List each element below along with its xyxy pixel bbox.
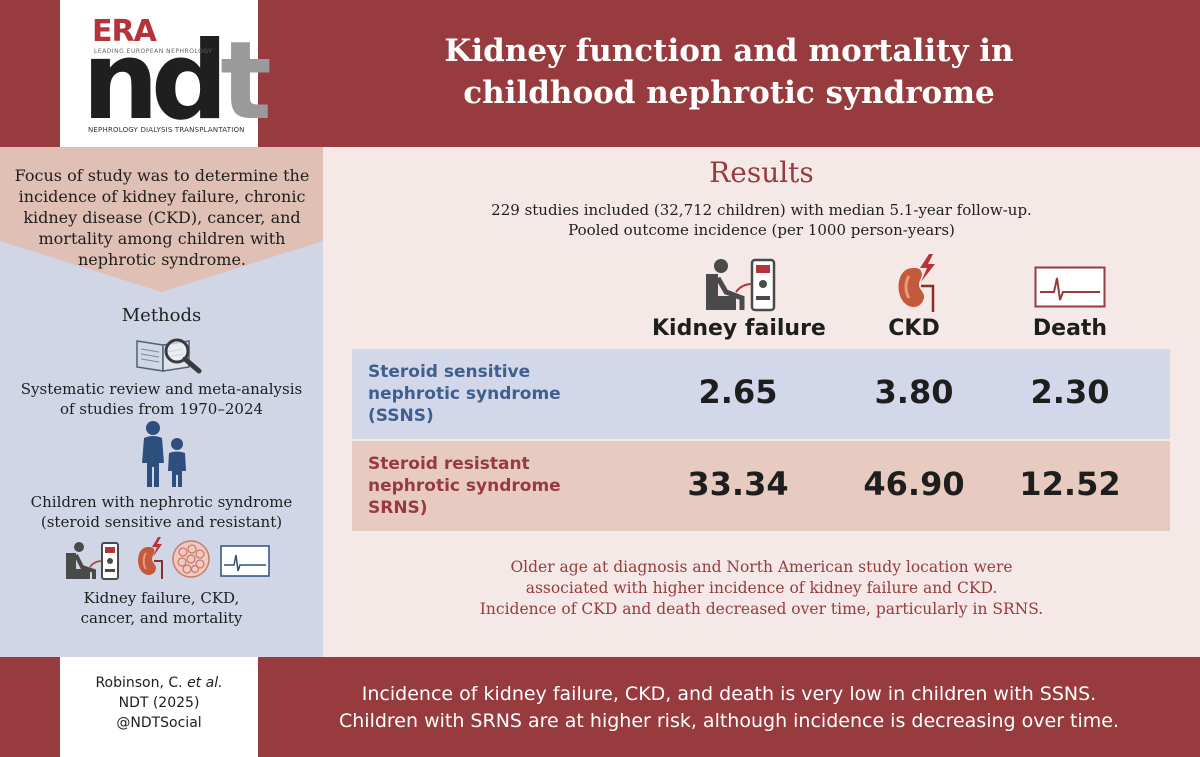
- methods-line: of studies from 1970–2024: [59, 400, 264, 418]
- results-row-srns: Steroid resistant nephrotic syndrome SRN…: [352, 441, 1170, 531]
- row-label-line: nephrotic syndrome: [368, 384, 561, 404]
- focus-line: mortality among children with: [38, 229, 286, 248]
- results-sub-line: Pooled outcome incidence (per 1000 perso…: [568, 221, 955, 239]
- methods-item-review: Systematic review and meta-analysis of s…: [0, 379, 323, 419]
- logo-subtitle: NEPHROLOGY DIALYSIS TRANSPLANTATION: [88, 126, 245, 134]
- row-label-ssns: Steroid sensitive nephrotic syndrome (SS…: [368, 361, 588, 427]
- results-row-ssns: Steroid sensitive nephrotic syndrome (SS…: [352, 349, 1170, 439]
- takeaway-line: Children with SRNS are at higher risk, a…: [338, 710, 1120, 732]
- focus-line: incidence of kidney failure, chronic: [18, 187, 306, 206]
- citation-journal: NDT (2025): [118, 695, 200, 711]
- key-takeaway: Incidence of kidney failure, CKD, and de…: [262, 681, 1196, 735]
- social-handle-link[interactable]: @NDTSocial: [116, 715, 202, 731]
- citation-text: Robinson, C. et al. NDT (2025) @NDTSocia…: [60, 673, 258, 733]
- methods-item-population: Children with nephrotic syndrome (steroi…: [0, 492, 323, 532]
- value-ssns-kidney-failure: 2.65: [698, 373, 778, 411]
- conclusion-line: Incidence of CKD and death decreased ove…: [479, 600, 1044, 618]
- results-title: Results: [709, 156, 814, 189]
- ecg-monitor-icon: [1034, 266, 1106, 308]
- results-subtitle: 229 studies included (32,712 children) w…: [323, 200, 1200, 240]
- row-label-line: nephrotic syndrome: [368, 476, 561, 496]
- row-label-line: Steroid resistant: [368, 454, 530, 474]
- methods-title: Methods: [121, 305, 202, 326]
- dialysis-icon: [66, 542, 119, 580]
- cancer-cell-icon: [172, 540, 210, 578]
- citation-etal: et al.: [187, 675, 223, 691]
- methods-item-outcomes: Kidney failure, CKD, cancer, and mortali…: [0, 588, 323, 628]
- column-header-death: Death: [1032, 316, 1108, 341]
- results-conclusion: Older age at diagnosis and North America…: [323, 557, 1200, 620]
- column-header-ckd: CKD: [888, 316, 940, 341]
- methods-line: (steroid sensitive and resistant): [40, 513, 283, 531]
- column-header-kidney-failure: Kidney failure: [652, 316, 826, 341]
- focus-text: Focus of study was to determine the inci…: [8, 165, 316, 270]
- focus-line: Focus of study was to determine the: [14, 166, 310, 185]
- citation-author: Robinson, C.: [95, 675, 188, 691]
- results-sub-line: 229 studies included (32,712 children) w…: [491, 201, 1032, 219]
- family-icon: [142, 421, 186, 487]
- ecg-monitor-icon: [220, 545, 270, 577]
- conclusion-line: Older age at diagnosis and North America…: [510, 558, 1013, 576]
- title-line-1: Kidney function and mortality in: [444, 33, 1014, 69]
- logo-era: ERA: [92, 14, 157, 49]
- row-label-line: Steroid sensitive: [368, 362, 531, 382]
- header: ndt ERA LEADING EUROPEAN NEPHROLOGY NEPH…: [0, 0, 1200, 147]
- row-label-line: SRNS): [368, 498, 428, 518]
- methods-line: Systematic review and meta-analysis: [20, 380, 303, 398]
- methods-line: Children with nephrotic syndrome: [30, 493, 293, 511]
- focus-line: nephrotic syndrome.: [78, 250, 246, 269]
- footer: Robinson, C. et al. NDT (2025) @NDTSocia…: [0, 657, 1200, 757]
- page-title: Kidney function and mortality in childho…: [258, 30, 1200, 114]
- conclusion-line: associated with higher incidence of kidn…: [525, 579, 998, 597]
- value-srns-death: 12.52: [1019, 465, 1121, 503]
- logo-nd: nd: [82, 19, 228, 144]
- row-label-line: (SSNS): [368, 406, 434, 426]
- citation-author-line: Robinson, C. et al.: [60, 673, 258, 693]
- title-line-2: childhood nephrotic syndrome: [463, 75, 995, 111]
- kidney-icon: [898, 254, 935, 312]
- logo-ndt-wordmark: ndt: [82, 28, 272, 136]
- magnifier-book-icon: [136, 338, 202, 374]
- methods-line: cancer, and mortality: [80, 609, 243, 627]
- focus-line: kidney disease (CKD), cancer, and: [23, 208, 301, 227]
- dialysis-icon: [706, 258, 776, 312]
- ndt-logo[interactable]: ndt ERA LEADING EUROPEAN NEPHROLOGY NEPH…: [60, 0, 272, 147]
- row-label-srns: Steroid resistant nephrotic syndrome SRN…: [368, 453, 588, 519]
- value-ssns-death: 2.30: [1030, 373, 1110, 411]
- methods-line: Kidney failure, CKD,: [83, 589, 240, 607]
- value-srns-ckd: 46.90: [863, 465, 965, 503]
- citation-box: Robinson, C. et al. NDT (2025) @NDTSocia…: [60, 657, 258, 757]
- kidney-icon: [138, 537, 163, 579]
- value-ssns-ckd: 3.80: [874, 373, 954, 411]
- logo-t: t: [220, 19, 272, 144]
- methods-panel: Focus of study was to determine the inci…: [0, 147, 323, 657]
- takeaway-line: Incidence of kidney failure, CKD, and de…: [361, 683, 1097, 705]
- value-srns-kidney-failure: 33.34: [687, 465, 789, 503]
- logo-era-sub: LEADING EUROPEAN NEPHROLOGY: [94, 48, 213, 55]
